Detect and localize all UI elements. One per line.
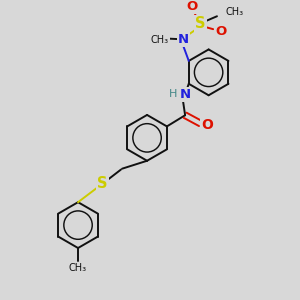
Text: N: N — [178, 33, 189, 46]
Text: O: O — [215, 25, 226, 38]
Text: S: S — [97, 176, 107, 191]
Text: CH₃: CH₃ — [226, 7, 244, 16]
Text: S: S — [195, 16, 206, 32]
Text: CH₃: CH₃ — [151, 35, 169, 45]
Text: O: O — [186, 0, 197, 13]
Text: H: H — [169, 89, 177, 99]
Text: CH₃: CH₃ — [69, 263, 87, 273]
Text: O: O — [201, 118, 213, 132]
Text: N: N — [180, 88, 191, 100]
